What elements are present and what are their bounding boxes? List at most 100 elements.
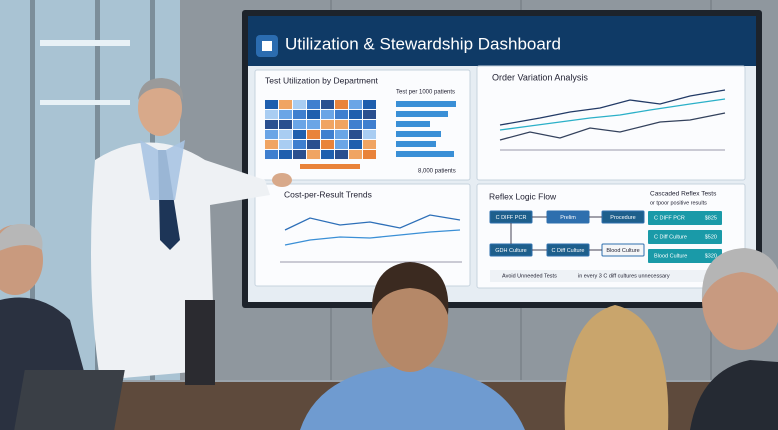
screen-header [248, 16, 756, 66]
cascade-label: C DIFF PCR [654, 215, 685, 221]
flow-node-label: C DIFF PCR [496, 215, 527, 221]
bar [396, 121, 430, 127]
cascade-cost: $520 [705, 234, 717, 240]
panel-subtitle: or tpoor positive results [650, 200, 707, 206]
heatmap-cell [307, 140, 320, 149]
cascade-item [648, 230, 722, 244]
shirt [140, 140, 185, 200]
bar [396, 131, 441, 137]
heatmap-cell [293, 130, 306, 139]
heatmap-cell [349, 120, 362, 129]
heatmap-cell [279, 110, 292, 119]
flow-footer: Avoid Unneeded Tests [502, 273, 557, 279]
heatmap-cell [321, 110, 334, 119]
panel [476, 65, 746, 181]
heatmap-cell [363, 120, 376, 129]
heatmap-cell [363, 130, 376, 139]
laptop [14, 370, 125, 430]
panel-title: Cost-per-Result Trends [284, 189, 372, 199]
bar [396, 151, 454, 157]
panel-note: 8,000 patients [418, 169, 456, 175]
heatmap-cell [307, 110, 320, 119]
people [0, 78, 778, 430]
heatmap-cell [293, 120, 306, 129]
heatmap-cell [363, 150, 376, 159]
heatmap-cell [321, 130, 334, 139]
panel-title: Reflex Logic Flow [489, 191, 557, 201]
heatmap-cell [321, 120, 334, 129]
trend-line [284, 214, 461, 231]
bar [396, 141, 436, 147]
trousers [185, 300, 215, 385]
heatmap-cell [293, 100, 306, 109]
cascade-cost: $320 [705, 253, 717, 259]
presenter-hand [272, 173, 292, 187]
trend-line [284, 229, 461, 246]
dashboard-screen: Utilization & Stewardship Dashboard Test… [242, 10, 762, 308]
heatmap-cell [265, 120, 278, 129]
panel-title: Cascaded Reflex Tests [650, 191, 717, 198]
flow-node-label: C Diff Culture [552, 248, 585, 254]
ceiling-light [40, 40, 130, 46]
flow-node-label: Procedure [610, 215, 635, 221]
audience-center-head [372, 268, 448, 372]
presenter-head [138, 80, 182, 136]
heatmap-cell [307, 150, 320, 159]
lab-coat [91, 142, 270, 380]
heatmap-cell [265, 140, 278, 149]
trend-line [499, 98, 726, 131]
heatmap-cell [307, 100, 320, 109]
panel-title: Order Variation Analysis [492, 72, 588, 82]
legend-bar [300, 164, 360, 169]
bar [396, 101, 456, 107]
cascade-label: Blood Culture [654, 253, 687, 259]
audience-center-hair [371, 262, 449, 315]
heatmap-cell [321, 100, 334, 109]
heatmap-cell [279, 140, 292, 149]
heatmap-cell [363, 100, 376, 109]
heatmap-cell [363, 140, 376, 149]
heatmap-cell [349, 140, 362, 149]
heatmap-cell [335, 150, 348, 159]
heatmap-cell [335, 100, 348, 109]
dashboard-title: Utilization & Stewardship Dashboard [285, 34, 561, 53]
flow-node-label: Prelim [560, 215, 576, 221]
heatmap-cell [293, 140, 306, 149]
heatmap-cell [349, 130, 362, 139]
audience-right-hair [701, 248, 778, 300]
heatmap-cell [335, 120, 348, 129]
trend-line [499, 89, 726, 126]
audience-center-shirt [300, 365, 525, 430]
audience-right-suit [690, 360, 778, 430]
heatmap-cell [279, 120, 292, 129]
ceiling-light [40, 100, 130, 105]
cascade-item [648, 249, 722, 263]
panel-title: Test Utilization by Department [265, 75, 379, 85]
bar [396, 111, 448, 117]
cascade-cost: $825 [705, 215, 717, 221]
heatmap-cell [293, 110, 306, 119]
heatmap-cell [335, 110, 348, 119]
heatmap-cell [293, 150, 306, 159]
heatmap-cell [335, 140, 348, 149]
heatmap-cell [321, 150, 334, 159]
cascade-label: C Diff Culture [654, 234, 687, 240]
panel [254, 183, 471, 287]
heatmap-cell [307, 120, 320, 129]
audience-woman-hair [564, 305, 669, 430]
trend-line [499, 112, 726, 141]
heatmap-cell [279, 130, 292, 139]
audience-left-hair [0, 223, 43, 251]
heatmap-cell [279, 100, 292, 109]
flow-node-label: GDH Culture [495, 248, 526, 254]
panel-legend: Test per 1000 patients [396, 90, 455, 96]
cascade-item [648, 211, 722, 225]
heatmap-cell [265, 110, 278, 119]
heatmap-cell [265, 150, 278, 159]
heatmap-cell [349, 150, 362, 159]
presenter-hair [138, 78, 184, 100]
heatmap-cell [349, 100, 362, 109]
flow-node-label: Blood Culture [606, 248, 639, 254]
